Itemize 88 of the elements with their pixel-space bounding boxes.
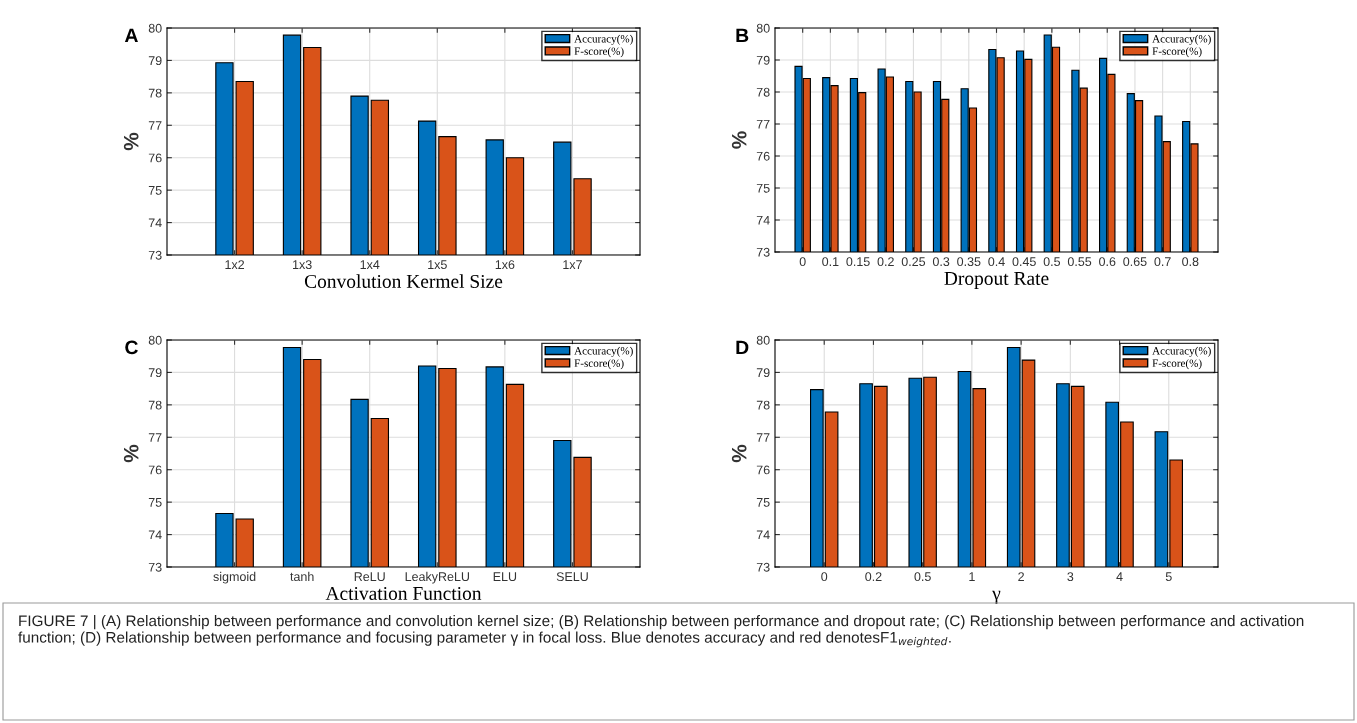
y-tick-label: 77 — [148, 433, 162, 442]
x-tick-label: tanh — [290, 571, 314, 582]
x-tick-label: SELU — [556, 572, 588, 582]
y-tick-label: 74 — [148, 218, 162, 228]
y-tick-label: 77 — [148, 121, 162, 130]
y-tick-label: 73 — [756, 247, 770, 257]
legend-label: F-score(%) — [1152, 47, 1202, 58]
chart-title: B — [736, 28, 749, 43]
y-tick-label: 80 — [148, 23, 162, 33]
y-tick-label: 79 — [756, 55, 770, 65]
y-tick-label: 78 — [148, 88, 162, 98]
x-tick-label: 0.5 — [914, 572, 931, 582]
y-tick-label: 74 — [756, 530, 770, 540]
x-tick-label: 0.45 — [1012, 257, 1036, 267]
y-tick-label: 74 — [756, 215, 770, 225]
x-tick-label: 0.8 — [1182, 257, 1199, 267]
legend-label: Accuracy(%) — [1152, 34, 1211, 45]
y-axis-title: % — [731, 444, 747, 463]
y-tick-label: 78 — [756, 87, 770, 97]
y-tick-label: 78 — [756, 400, 770, 410]
chart-title: A — [124, 28, 138, 43]
x-tick-label: 0.2 — [877, 257, 894, 267]
legend-label: Accuracy(%) — [574, 346, 633, 357]
y-tick-label: 79 — [148, 368, 162, 378]
y-tick-label: 73 — [148, 250, 162, 260]
y-tick-label: 75 — [756, 183, 770, 193]
y-tick-label: 75 — [756, 498, 770, 507]
x-tick-label: 0.2 — [865, 572, 882, 582]
x-axis-title: Dropout Rate — [944, 272, 1049, 289]
x-tick-label: 1x5 — [428, 260, 447, 270]
y-tick-label: 75 — [148, 186, 162, 195]
x-tick-label: ReLU — [354, 572, 385, 582]
legend-label: Accuracy(%) — [1152, 346, 1211, 357]
y-tick-label: 76 — [148, 465, 162, 475]
x-axis-title: Activation Function — [325, 586, 482, 600]
y-tick-label: 76 — [756, 465, 770, 475]
y-tick-label: 77 — [756, 433, 770, 442]
y-tick-label: 73 — [756, 562, 770, 572]
y-tick-label: 76 — [756, 151, 770, 161]
x-tick-label: 1x7 — [563, 260, 582, 269]
x-axis-title: γ — [992, 590, 1001, 604]
x-tick-label: 1x3 — [293, 260, 312, 270]
legend-label: Accuracy(%) — [574, 34, 633, 45]
x-tick-label: 1x6 — [495, 260, 515, 270]
y-tick-label: 77 — [756, 119, 770, 129]
y-tick-label: 74 — [148, 530, 162, 540]
x-tick-label: 0 — [799, 257, 806, 267]
x-tick-label: 0.35 — [957, 257, 981, 267]
y-tick-label: 76 — [148, 153, 162, 163]
x-tick-label: 0.55 — [1067, 257, 1092, 267]
x-tick-label: 0.3 — [932, 257, 950, 267]
y-axis-title: % — [731, 131, 747, 149]
y-tick-label: 80 — [756, 335, 770, 345]
y-axis-title: % — [123, 132, 139, 151]
x-tick-label: 0.7 — [1154, 257, 1171, 267]
x-tick-label: 0.5 — [1043, 257, 1061, 267]
x-tick-label: 1 — [969, 572, 975, 581]
chart-title: C — [125, 340, 138, 355]
x-tick-label: 0.15 — [846, 257, 870, 267]
x-tick-label: 0.1 — [822, 257, 839, 267]
y-tick-label: 80 — [756, 23, 770, 33]
caption: FIGURE 7 | (A) Relationship between performance and convolution kernel size; (B) Relationship between performance and dropout rate; (C) Relationship between performance and activation function; (D) Relationship between performance and focusing parameter γ in focal loss. Blue denotes accuracy and red denotesF1$_{weighted}$. — [18, 615, 1304, 648]
y-tick-label: 79 — [148, 56, 162, 66]
y-tick-label: 75 — [148, 498, 162, 507]
x-tick-label: 1x4 — [360, 260, 380, 269]
x-tick-label: 0.6 — [1099, 257, 1116, 267]
x-tick-label: sigmoid — [213, 571, 256, 584]
y-tick-label: 73 — [148, 562, 162, 572]
x-tick-label: LeakyReLU — [405, 571, 469, 584]
y-tick-label: 79 — [756, 368, 770, 378]
x-tick-label: 0 — [821, 572, 828, 582]
x-axis-title: Convolution Kermel Size — [304, 274, 503, 288]
legend-label: F-score(%) — [574, 359, 624, 370]
y-tick-label: 80 — [148, 335, 162, 345]
x-tick-label: ELU — [493, 572, 517, 582]
y-tick-label: 78 — [148, 400, 162, 410]
x-tick-label: 4 — [1116, 572, 1123, 581]
x-tick-label: 5 — [1165, 572, 1172, 582]
legend-label: F-score(%) — [574, 47, 624, 58]
x-tick-label: 0.4 — [988, 257, 1005, 267]
y-axis-title: % — [123, 444, 139, 463]
x-tick-label: 2 — [1018, 572, 1024, 581]
x-tick-label: 1x2 — [225, 260, 245, 269]
legend-label: F-score(%) — [1152, 359, 1202, 370]
x-tick-label: 0.25 — [901, 257, 926, 267]
x-tick-label: 3 — [1067, 572, 1074, 582]
x-tick-label: 0.65 — [1123, 257, 1147, 267]
chart-title: D — [736, 340, 749, 355]
